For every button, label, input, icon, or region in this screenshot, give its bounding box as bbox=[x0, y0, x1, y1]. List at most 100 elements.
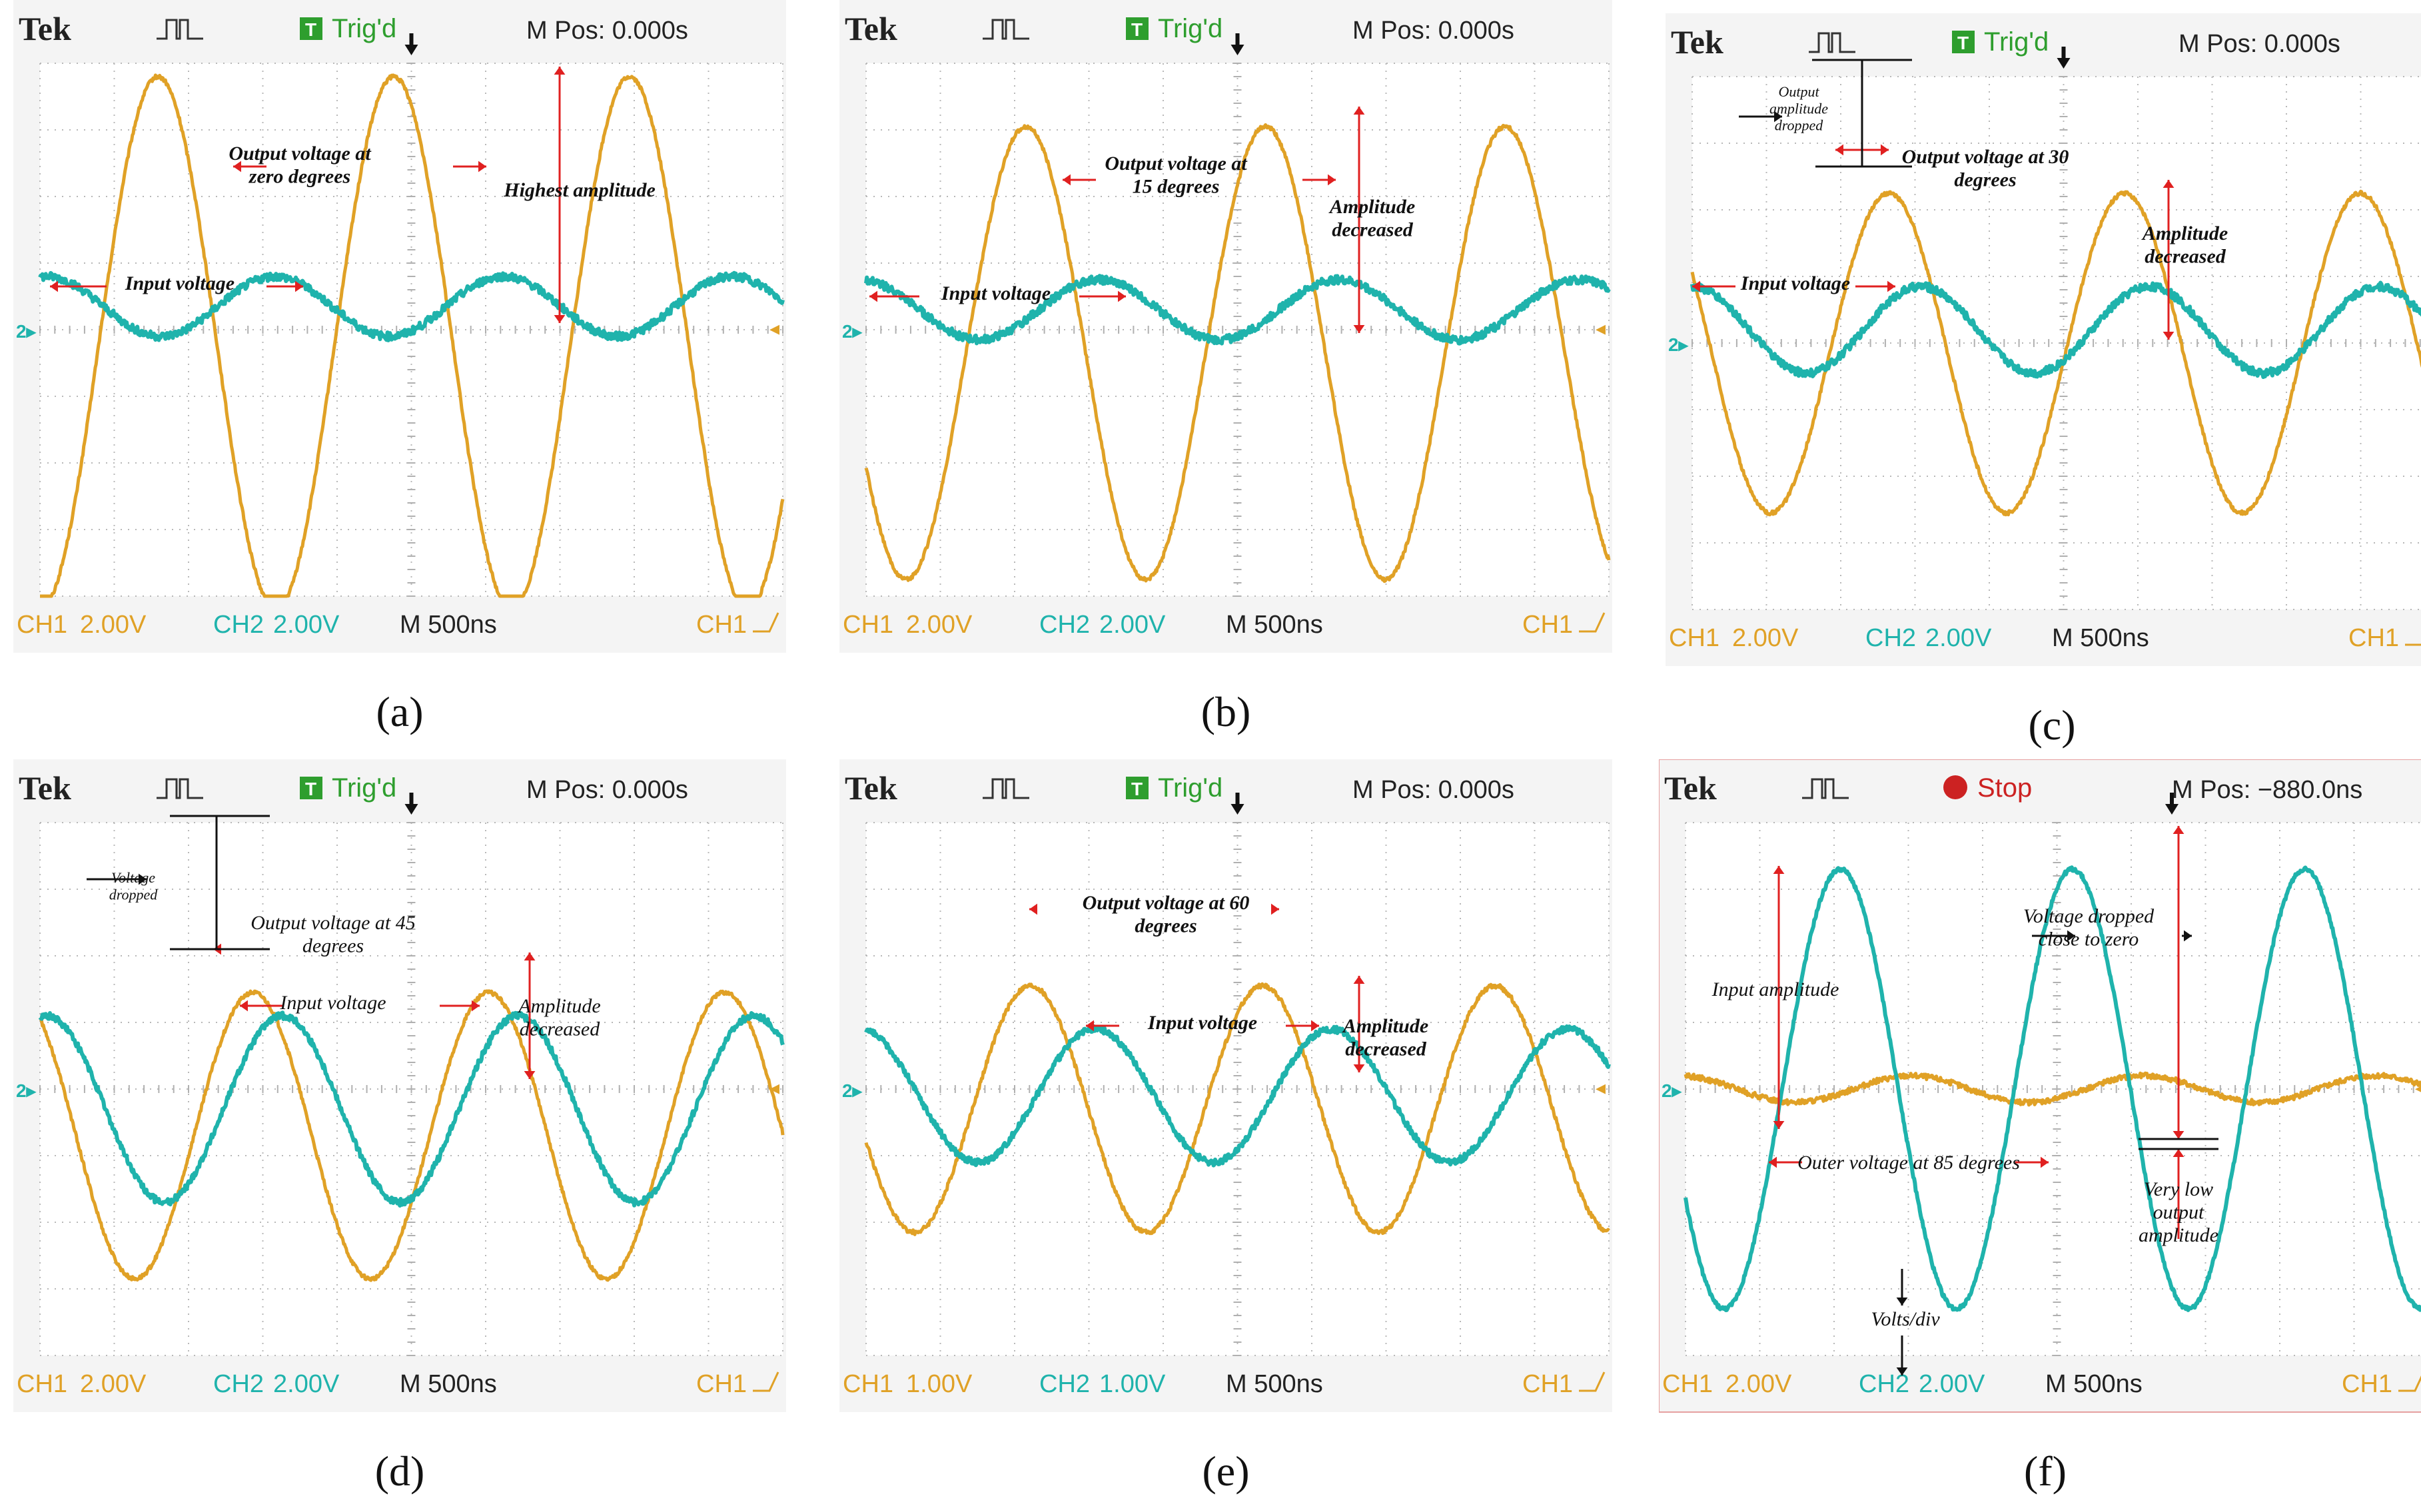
ch2-ground-marker-icon: 2▸ bbox=[1668, 334, 1690, 355]
ch1-label: CH1 bbox=[1662, 1370, 1713, 1398]
trigger-t-icon bbox=[1126, 17, 1149, 40]
panel-caption: (b) bbox=[1201, 688, 1251, 735]
trace-ch2-input bbox=[38, 1010, 785, 1208]
ch2-label: CH2 bbox=[213, 611, 264, 639]
annotation-voltage-dropped-close-to-zero: Voltage dropped close to zero bbox=[2023, 905, 2192, 950]
tek-logo-text: Tek bbox=[19, 10, 71, 47]
ch2-scale: 2.00V bbox=[1919, 1370, 1985, 1398]
trace-ch2-input bbox=[1684, 865, 2421, 1312]
timebase-readout: M 500ns bbox=[400, 611, 497, 639]
stop-indicator-icon bbox=[1943, 775, 1967, 799]
annotation-amplitude-decreased: Amplitude decreased bbox=[1342, 976, 1428, 1072]
annotation-amplitude-decreased: Amplitude decreased bbox=[2141, 180, 2228, 340]
trigger-source: CH1 bbox=[1522, 611, 1573, 639]
trigger-status: Trig'd bbox=[332, 14, 396, 43]
timebase-readout: M 500ns bbox=[2045, 1370, 2143, 1398]
panel-caption: (f) bbox=[2024, 1447, 2067, 1495]
annotation-output-voltage-at-45-degrees: Output voltage at 45 degrees bbox=[213, 912, 416, 957]
annotation-very-low-output-amplitude: Very low output amplitude bbox=[2139, 826, 2218, 1246]
horizontal-position-readout: M Pos: −880.0ns bbox=[2172, 776, 2362, 804]
ch2-scale: 2.00V bbox=[273, 611, 340, 639]
ch1-scale: 2.00V bbox=[1732, 624, 1799, 652]
ch2-scale: 2.00V bbox=[1925, 624, 1992, 652]
panel-f: Tek Stop M Pos: −880.0ns 2▸ ◂ CH1 2.00V CH2 2.00… bbox=[1659, 759, 2421, 1512]
trace-ch2-input bbox=[38, 270, 785, 342]
ch1-scale: 2.00V bbox=[906, 611, 973, 639]
annotation-voltage-dropped: Voltage dropped bbox=[87, 869, 158, 903]
trigger-source: CH1 bbox=[2342, 1370, 2392, 1398]
svg-text:Input voltage: Input voltage bbox=[279, 992, 386, 1014]
trace-ch1-output bbox=[864, 123, 1611, 583]
trigger-level-marker-icon: ◂ bbox=[769, 318, 779, 340]
panel-caption: (c) bbox=[2028, 701, 2075, 749]
drop-bracket bbox=[170, 815, 270, 950]
tek-logo-text: Tek bbox=[19, 769, 71, 807]
svg-text:T: T bbox=[305, 19, 316, 40]
tek-logo-text: Tek bbox=[845, 769, 897, 807]
panel-b: Tek T Trig'd M Pos: 0.000s 2▸ ◂ CH1 2.00V CH2 2.0… bbox=[839, 0, 1612, 753]
ch1-label: CH1 bbox=[843, 611, 893, 639]
trace-ch2-input bbox=[864, 1024, 1611, 1168]
annotation-output-voltage-at-zero-degrees: Output voltage at zero degrees bbox=[229, 143, 486, 188]
annotation-output-voltage-at-15-degrees: Output voltage at 15 degrees bbox=[1063, 153, 1336, 198]
trigger-source: CH1 bbox=[1522, 1370, 1573, 1398]
ch1-label: CH1 bbox=[1669, 624, 1719, 652]
trigger-position-marker-icon bbox=[2165, 793, 2179, 815]
trigger-position-marker-icon bbox=[2057, 47, 2071, 69]
trace-ch2-input bbox=[864, 274, 1611, 346]
trigger-status: Trig'd bbox=[1158, 14, 1222, 43]
panel-caption: (e) bbox=[1202, 1447, 1249, 1495]
trigger-source: CH1 bbox=[2348, 624, 2399, 652]
panel-caption: (a) bbox=[376, 688, 423, 735]
trigger-level-marker-icon: ◂ bbox=[1596, 1077, 1606, 1099]
ch2-label: CH2 bbox=[1859, 1370, 1909, 1398]
svg-text:Input voltage: Input voltage bbox=[941, 282, 1051, 304]
scope-screen-e: Tek T Trig'd M Pos: 0.000s 2▸ ◂ CH1 1.00V CH2 1.0… bbox=[839, 759, 1612, 1495]
horizontal-position-readout: M Pos: 0.000s bbox=[526, 776, 688, 804]
trigger-level-marker-icon: ◂ bbox=[2415, 1077, 2421, 1099]
tek-logo-text: Tek bbox=[1664, 769, 1717, 807]
annotation-output-amplitude-dropped: Output amplitude dropped bbox=[1739, 83, 1828, 134]
trigger-slope-icon bbox=[1579, 612, 1606, 633]
panel-d: Tek T Trig'd M Pos: 0.000s 2▸ ◂ CH1 2.00V CH2 2.0… bbox=[13, 759, 786, 1512]
annotation-input-voltage: Input voltage bbox=[50, 272, 303, 294]
annotation-amplitude-decreased: Amplitude decreased bbox=[1328, 107, 1415, 333]
ch1-scale: 1.00V bbox=[906, 1370, 973, 1398]
svg-text:Input voltage: Input voltage bbox=[125, 272, 235, 294]
annotation-amplitude-decreased: Amplitude decreased bbox=[517, 952, 601, 1079]
annotation-output-voltage-at-30-degrees: Output voltage at 30 degrees bbox=[1835, 144, 2069, 191]
svg-text:Outer voltage at 85 degrees: Outer voltage at 85 degrees bbox=[1797, 1152, 2020, 1174]
acquisition-pulse-icon bbox=[1802, 778, 1849, 799]
trigger-position-marker-icon bbox=[1230, 33, 1244, 55]
acquisition-pulse-icon bbox=[1809, 32, 1855, 53]
trigger-slope-icon bbox=[753, 1371, 779, 1392]
svg-text:T: T bbox=[1131, 779, 1143, 799]
panel-caption: (d) bbox=[375, 1447, 425, 1495]
ch2-scale: 2.00V bbox=[273, 1370, 340, 1398]
ch2-ground-marker-icon: 2▸ bbox=[16, 321, 37, 342]
svg-text:Input voltage: Input voltage bbox=[1740, 272, 1850, 294]
horizontal-position-readout: M Pos: 0.000s bbox=[1352, 17, 1514, 45]
tek-logo-text: Tek bbox=[1671, 23, 1723, 61]
svg-text:Volts/div: Volts/div bbox=[1871, 1308, 1940, 1330]
annotation-input-voltage: Input voltage bbox=[1692, 272, 1895, 294]
trigger-t-icon bbox=[300, 777, 322, 799]
trigger-slope-icon bbox=[2405, 643, 2421, 646]
annotation-input-voltage: Input voltage bbox=[869, 282, 1126, 304]
ch2-ground-marker-icon: 2▸ bbox=[842, 321, 863, 342]
annotation-outer-voltage-at-85-degrees: Outer voltage at 85 degrees bbox=[1769, 1152, 2049, 1174]
timebase-readout: M 500ns bbox=[1226, 611, 1323, 639]
svg-text:Highest amplitude: Highest amplitude bbox=[503, 179, 656, 201]
horizontal-position-readout: M Pos: 0.000s bbox=[526, 17, 688, 45]
ch2-scale: 2.00V bbox=[1099, 611, 1166, 639]
